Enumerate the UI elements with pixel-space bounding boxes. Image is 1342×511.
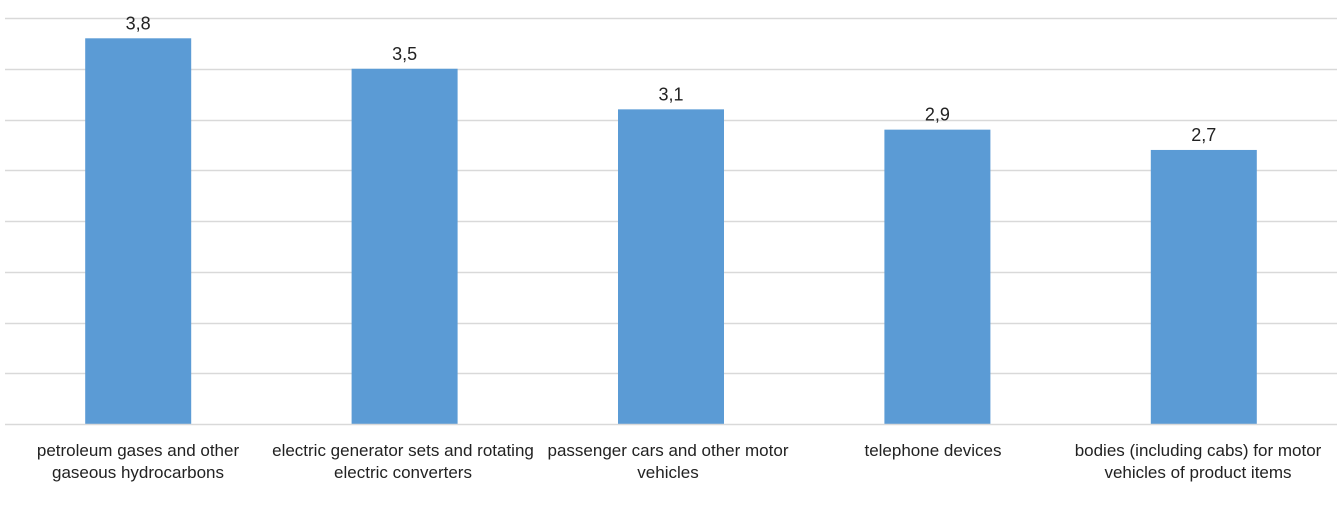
- category-label-telephone-devices: telephone devices: [864, 441, 1002, 460]
- data-label-4: 2,7: [1191, 125, 1216, 145]
- bar-0: [85, 38, 192, 425]
- category-label-electric-generators: electric generator sets and rotating ele…: [272, 441, 534, 482]
- data-label-0: 3,8: [126, 13, 151, 33]
- bar-2: [618, 109, 724, 424]
- data-label-2: 3,1: [658, 84, 683, 104]
- data-label-3: 2,9: [925, 105, 950, 125]
- bar-chart: 3,8 3,5 3,1 2,9 2,7: [5, 13, 1337, 426]
- bar-4: [1150, 149, 1257, 424]
- category-label-vehicle-bodies: bodies (including cabs) for motor vehicl…: [1074, 441, 1322, 482]
- category-label-petroleum-gases: petroleum gases and other gaseous hydroc…: [36, 441, 240, 482]
- data-label-1: 3,5: [392, 44, 417, 64]
- category-label-passenger-cars: passenger cars and other motor vehicles: [547, 441, 789, 482]
- bar-3: [884, 129, 991, 424]
- bar-1: [351, 68, 458, 424]
